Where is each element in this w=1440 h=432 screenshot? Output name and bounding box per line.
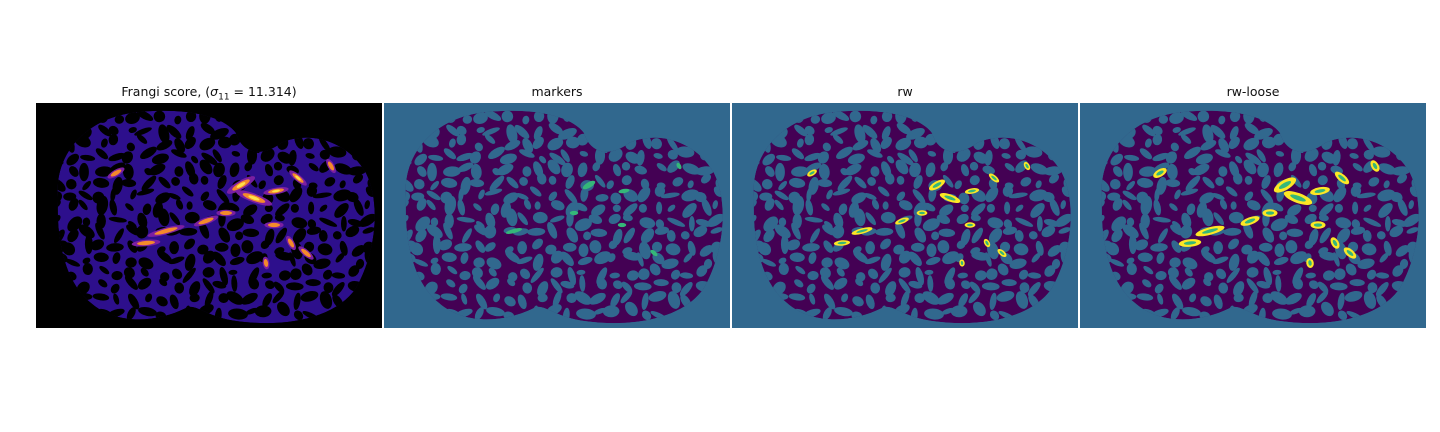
panel-title-markers: markers xyxy=(531,84,583,99)
frangi-score-image xyxy=(36,103,382,328)
title-subscript: 11 xyxy=(218,92,230,103)
title-sigma: σ xyxy=(210,84,219,99)
title-prefix: Frangi score, ( xyxy=(121,84,211,99)
title-suffix: = 11.314) xyxy=(229,84,297,99)
panel-title-rw-loose: rw-loose xyxy=(1226,84,1280,99)
rw-loose-image xyxy=(1080,103,1426,328)
panel-title-frangi: Frangi score, (σ11 = 11.314) xyxy=(36,84,382,103)
markers-image xyxy=(384,103,730,328)
rw-image xyxy=(732,103,1078,328)
panel-title-rw: rw xyxy=(897,84,913,99)
